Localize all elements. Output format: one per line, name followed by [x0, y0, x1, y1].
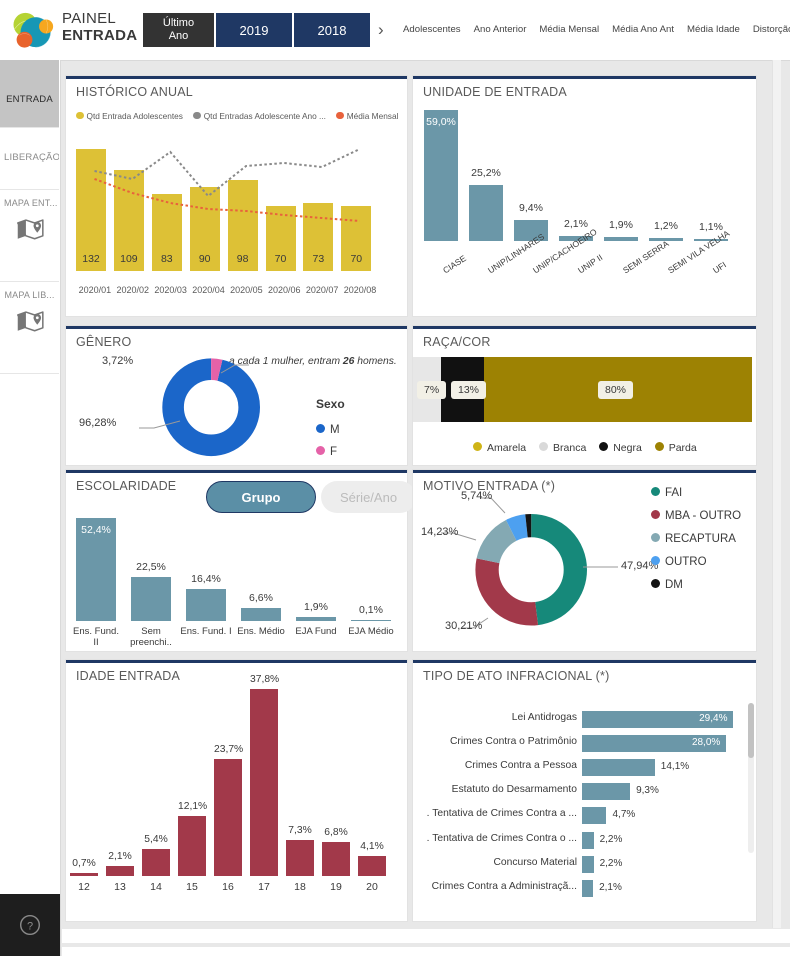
- svg-text:?: ?: [27, 921, 33, 933]
